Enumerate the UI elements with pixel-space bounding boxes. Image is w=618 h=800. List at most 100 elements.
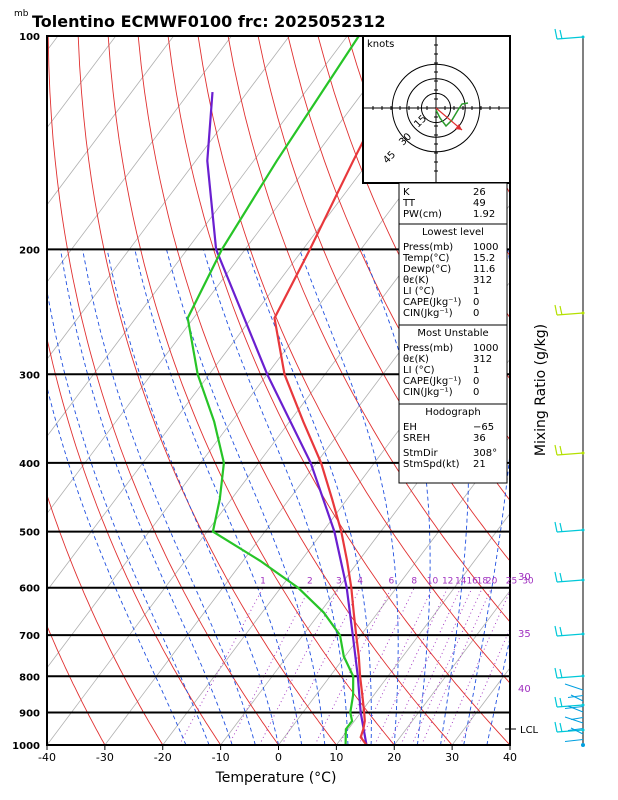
mixing-ratio-line [400, 587, 473, 745]
index-label: LI (°C) [403, 365, 435, 376]
wind-barb [556, 579, 584, 583]
index-label: K [403, 187, 410, 198]
moist-adiabat-line [433, 249, 470, 745]
dry-adiabat-line [47, 336, 221, 745]
moist-adiabat-line [486, 635, 510, 745]
parcel-path-line [206, 92, 368, 745]
wind-barb-feather [559, 445, 563, 456]
x-axis-label: Temperature (°C) [215, 770, 337, 786]
dry-adiabat-line [588, 36, 618, 745]
index-label: Press(mb) [403, 343, 453, 354]
dry-adiabat-line [197, 36, 510, 684]
wind-barb-feather [559, 668, 563, 679]
mixing-ratio-label: 10 [427, 577, 439, 587]
pressure-tick-label: 900 [19, 709, 40, 720]
wind-barb-feather [559, 522, 563, 533]
isotherm-line [47, 36, 232, 283]
hodograph-units: knots [367, 39, 394, 50]
mixing-ratio-label: 25 [506, 577, 517, 587]
index-label: EH [403, 422, 417, 433]
index-label: StmSpd(kt) [403, 459, 460, 470]
index-value: 26 [473, 187, 486, 198]
pressure-unit-label: mb [14, 9, 29, 19]
dry-adiabat-line [47, 624, 106, 745]
index-section-title: Most Unstable [417, 328, 488, 339]
wind-barb-feather [554, 696, 558, 708]
index-label: CIN(Jkg⁻¹) [403, 308, 453, 319]
index-label: Press(mb) [403, 242, 453, 253]
mixing-ratio-label: 20 [486, 577, 498, 587]
index-label: Dewp(°C) [403, 264, 451, 275]
wind-barb [556, 529, 584, 533]
wind-barb [567, 728, 584, 731]
temperature-tick-label: -40 [38, 751, 56, 764]
wind-barb-feather [559, 29, 563, 40]
mixing-ratio-line [411, 587, 483, 745]
chart-title: Tolentino ECMWF0100 frc: 2025052312 [32, 12, 386, 31]
index-value: 1000 [473, 242, 498, 253]
index-label: Temp(°C) [402, 253, 450, 264]
mixing-ratio-label: 2 [307, 577, 313, 587]
isotherm-line [47, 36, 290, 360]
wind-barb-dot [581, 311, 585, 315]
dry-adiabat-line [227, 36, 510, 623]
temperature-line [273, 36, 418, 745]
index-label: CIN(Jkg⁻¹) [403, 387, 453, 398]
dry-adiabat-line [107, 36, 395, 745]
index-value: 0 [473, 308, 479, 319]
wind-barb-dot [581, 674, 585, 678]
mixing-ratio-label: 3 [336, 577, 342, 587]
profile-lines [186, 36, 418, 745]
wind-barb [570, 727, 584, 735]
pressure-tick-label: 300 [19, 370, 40, 381]
index-value: 0 [473, 387, 479, 398]
mixing-ratio-label: 1 [260, 577, 266, 587]
wind-barb [556, 675, 584, 679]
isotherm-line [47, 36, 117, 129]
dry-adiabat-line [287, 36, 510, 502]
index-section-title: Lowest level [422, 227, 484, 238]
dewpoint-line [186, 36, 360, 745]
temperature-tick-label: 0 [275, 751, 282, 764]
mixing-ratio-line [442, 589, 510, 745]
wind-barb-dot [581, 632, 585, 636]
dry-adiabat-line [47, 493, 164, 745]
index-value: 49 [473, 198, 486, 209]
temperature-tick-label: 40 [503, 751, 517, 764]
wind-barb-dot [581, 451, 585, 455]
pressure-tick-label: 700 [19, 631, 40, 642]
mixing-ratio-line [228, 587, 311, 745]
index-value: 312 [473, 354, 492, 365]
moist-adiabat-line [60, 249, 233, 745]
moist-adiabat-line [106, 249, 279, 745]
pressure-tick-label: 400 [19, 459, 40, 470]
mixing-ratio-label: 12 [442, 577, 453, 587]
index-label: θε(K) [403, 354, 429, 365]
mixing-ratio-label: 16 [466, 577, 478, 587]
moist-adiabat-line [47, 385, 187, 745]
moist-adiabat-line [463, 249, 510, 745]
wind-barb [556, 452, 584, 456]
moist-adiabat-line [246, 249, 372, 745]
dry-adiabat-line [77, 36, 337, 745]
pressure-tick-label: 800 [19, 672, 40, 683]
index-value: 1000 [473, 343, 498, 354]
mixing-ratio-line [179, 587, 264, 745]
index-label: PW(cm) [403, 209, 442, 220]
pressure-tick-label: 1000 [12, 741, 40, 752]
index-value: 15.2 [473, 253, 495, 264]
mixing-ratio-axis-label: Mixing Ratio (g/kg) [533, 324, 549, 456]
wind-barbs [554, 28, 585, 747]
pressure-tick-label: 200 [19, 245, 40, 256]
dry-adiabat-line [497, 36, 510, 65]
wind-barb-dot [581, 528, 585, 532]
moist-adiabat-line [203, 249, 349, 745]
wind-barb-feather [554, 304, 558, 316]
dry-adiabat-line [558, 36, 618, 745]
index-value: 36 [473, 433, 486, 444]
index-value: 21 [473, 459, 486, 470]
index-label: TT [402, 198, 416, 209]
